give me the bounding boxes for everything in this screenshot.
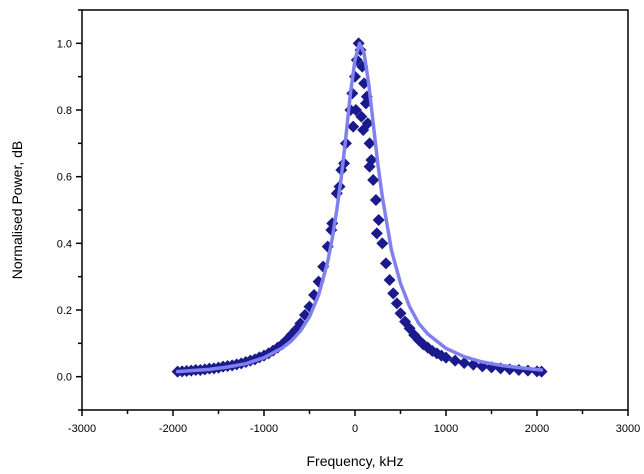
fit-line — [175, 41, 544, 374]
x-tick-label: 2000 — [525, 423, 549, 435]
data-point-diamond — [390, 297, 403, 310]
y-axis-title: Normalised Power, dB — [9, 141, 25, 280]
x-tick-label: -1000 — [250, 423, 278, 435]
x-axis: -3000 -2000 -1000 0 1000 2000 3000 — [68, 410, 640, 435]
data-point-diamond — [363, 137, 376, 150]
data-point-diamond — [369, 194, 382, 206]
data-point-diamond — [449, 354, 462, 367]
data-point-diamond — [370, 227, 383, 240]
y-tick-label: 0.8 — [57, 105, 72, 117]
y-tick-label: 0.2 — [57, 305, 72, 317]
data-point-diamond — [458, 357, 471, 369]
data-point-diamond — [367, 174, 380, 186]
data-point-diamond — [349, 104, 362, 116]
x-axis-title: Frequency, kHz — [307, 453, 404, 469]
y-tick-label: 1.0 — [57, 38, 72, 50]
data-point-diamond — [372, 214, 385, 226]
data-point-diamond — [394, 307, 407, 320]
x-tick-label: 3000 — [616, 423, 640, 435]
x-tick-label: -2000 — [159, 423, 187, 435]
x-tick-label: 0 — [352, 423, 358, 435]
y-tick-label: 0.4 — [57, 238, 72, 250]
data-point-diamond — [440, 351, 452, 364]
data-point-diamond — [357, 124, 370, 136]
data-point-diamond — [355, 110, 368, 123]
data-point-diamond — [387, 287, 400, 300]
data-point-diamond — [363, 160, 376, 173]
y-tick-label: 0.6 — [57, 172, 72, 184]
x-tick-label: 1000 — [434, 423, 458, 435]
data-point-diamond — [379, 257, 392, 270]
data-point-diamond — [376, 237, 389, 250]
x-tick-label: -3000 — [68, 423, 96, 435]
data-point-diamond — [383, 274, 396, 286]
scatter-series — [171, 37, 548, 378]
data-point-diamond — [347, 120, 360, 133]
y-axis: 0.0 0.2 0.4 0.6 0.8 1.0 — [57, 9, 82, 411]
fit-line-series — [175, 41, 544, 374]
y-tick-label: 0.0 — [57, 372, 72, 384]
